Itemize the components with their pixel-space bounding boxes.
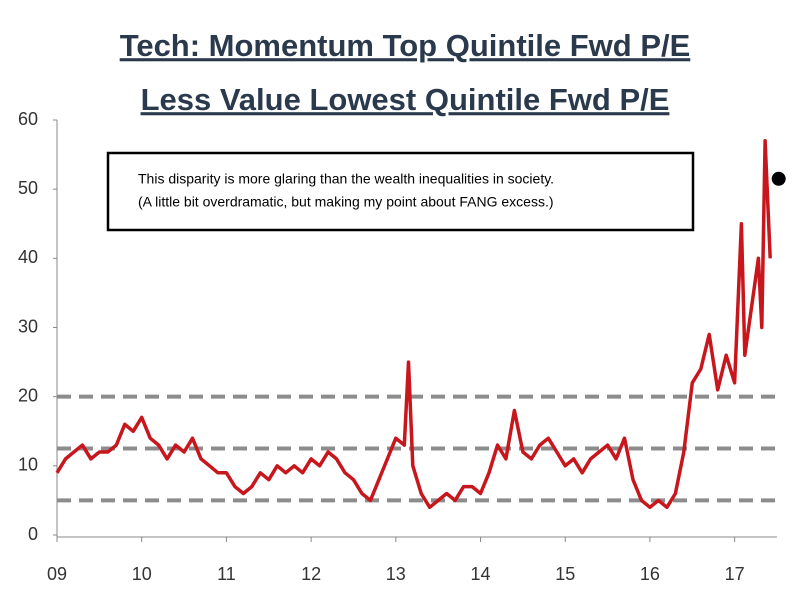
x-tick-label: 11 xyxy=(217,564,236,584)
annotation: This disparity is more glaring than the … xyxy=(138,171,554,187)
y-tick-label: 50 xyxy=(18,178,38,198)
x-tick-label: 15 xyxy=(555,564,575,584)
y-tick-label: 10 xyxy=(18,455,38,475)
x-tick-label: 17 xyxy=(725,564,745,584)
y-tick-label: 40 xyxy=(18,247,38,267)
x-tick-label: 12 xyxy=(301,564,321,584)
y-tick-label: 60 xyxy=(18,109,38,129)
x-tick-label: 16 xyxy=(640,564,660,584)
annotation: (A little bit overdramatic, but making m… xyxy=(138,194,554,210)
x-tick-label: 10 xyxy=(132,564,152,584)
marker-point xyxy=(771,171,786,186)
y-tick-label: 0 xyxy=(28,524,38,544)
y-tick-label: 20 xyxy=(18,385,38,405)
x-tick-label: 14 xyxy=(471,564,491,584)
chart-title: Tech: Momentum Top Quintile Fwd P/E xyxy=(120,28,691,63)
chart-title: Less Value Lowest Quintile Fwd P/E xyxy=(141,82,670,117)
data-line xyxy=(55,139,772,510)
x-tick-label: 13 xyxy=(386,564,406,584)
x-tick-label: 09 xyxy=(47,564,67,584)
annotation-box xyxy=(106,151,695,232)
y-tick-label: 30 xyxy=(18,316,38,336)
